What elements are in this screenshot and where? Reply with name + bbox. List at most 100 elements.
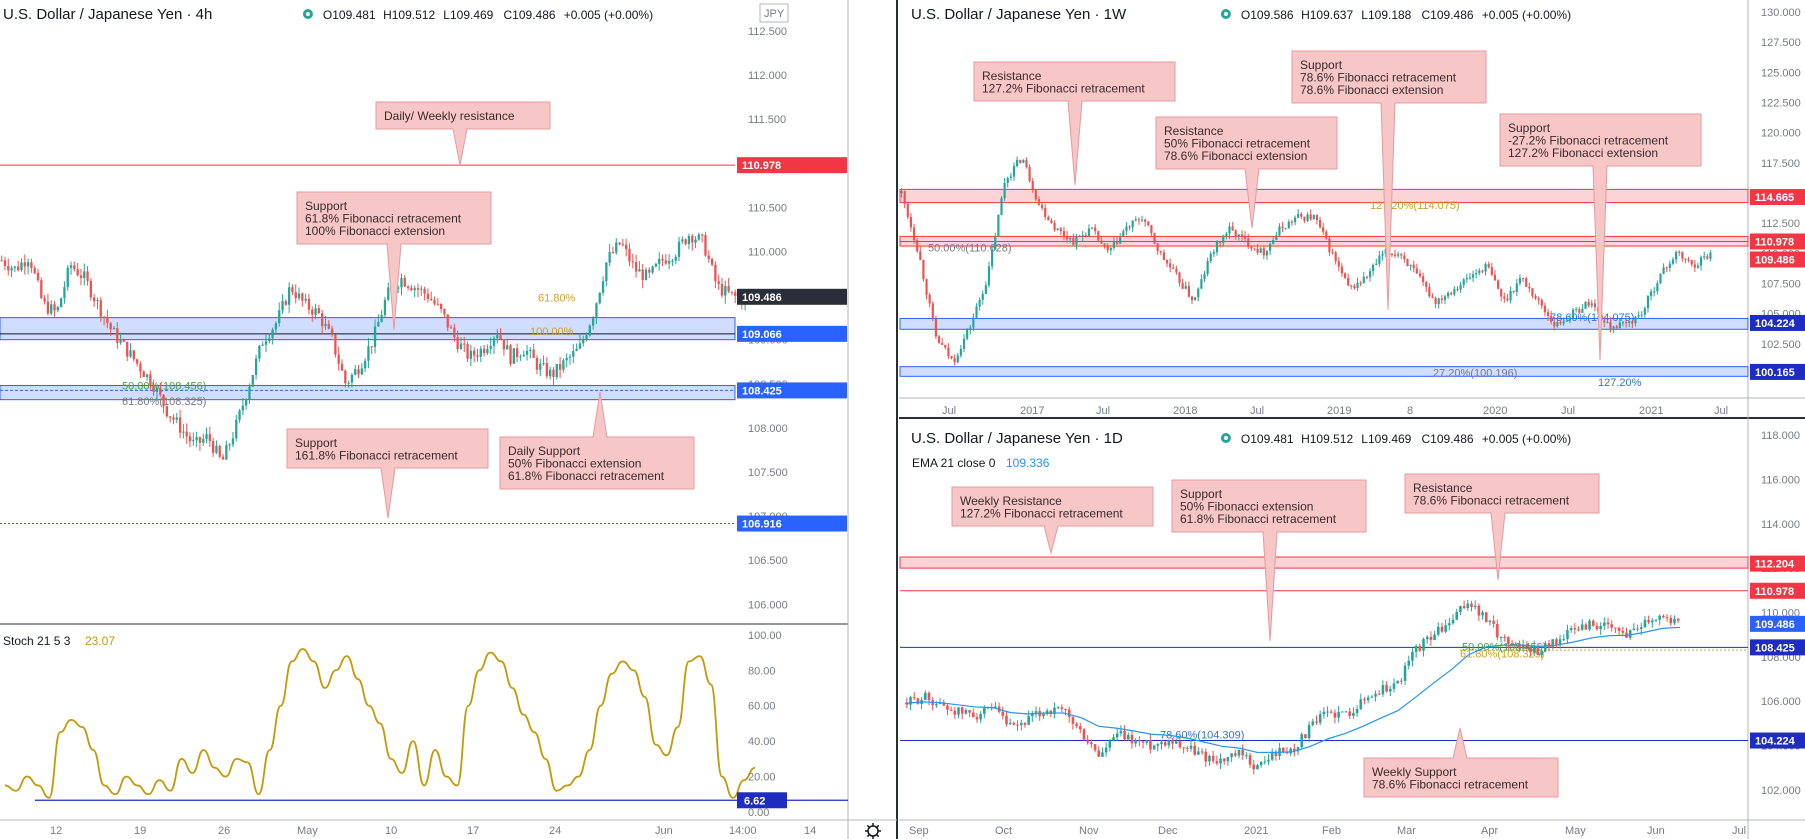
price-tick-label: 0.00 [748, 807, 769, 819]
candle-body [1167, 739, 1171, 746]
candle-body [1008, 723, 1012, 725]
candle-body [1540, 299, 1543, 306]
candle-body [1372, 264, 1375, 272]
price-badge: 104.224 [1755, 318, 1796, 330]
candle-body [1353, 285, 1356, 289]
candle-body [86, 271, 89, 281]
candle-body [1293, 217, 1297, 223]
candle-body [1064, 709, 1067, 711]
candle-body [1134, 219, 1137, 221]
candle-body [658, 259, 661, 264]
candle-body [93, 297, 96, 302]
candle-body [1484, 264, 1487, 272]
candle-body [1706, 256, 1709, 259]
candle-body [499, 335, 502, 340]
time-tick-label: 14:00 [729, 825, 757, 837]
candle-body [909, 697, 912, 705]
candle-body [1397, 254, 1400, 256]
candle-body [525, 350, 529, 355]
candle-body [1341, 711, 1344, 713]
candle-body [651, 266, 654, 273]
candle-body [674, 256, 677, 261]
candle-body [1178, 741, 1182, 748]
candle-body [1546, 312, 1550, 316]
price-badge-bg [1750, 233, 1805, 250]
candle-body [1584, 301, 1587, 309]
candle-body [69, 265, 73, 268]
candle-body [1662, 267, 1665, 274]
candle-body [1237, 749, 1241, 756]
candle-body [535, 357, 539, 370]
callout-line: 127.2% Fibonacci retracement [982, 82, 1145, 96]
candle-body [697, 234, 701, 240]
stoch-title: Stoch 21 5 3 [3, 634, 71, 648]
candle-body [1646, 295, 1650, 309]
time-tick-label: 12 [50, 825, 62, 837]
candle-body [618, 242, 621, 245]
candle-body [1290, 221, 1294, 223]
candle-body [1591, 620, 1595, 626]
candle-body [119, 339, 122, 343]
candle-body [909, 216, 913, 228]
candle-body [681, 239, 684, 242]
candle-body [1437, 298, 1440, 305]
candle-body [1436, 626, 1440, 635]
callout-box [1363, 727, 1559, 798]
candle-body [1109, 247, 1112, 251]
callout-line: Resistance [1164, 124, 1224, 138]
candle-body [1156, 744, 1160, 746]
chart-header: U.S. Dollar / Japanese Yen · 1D O109.481 H… [911, 430, 1571, 447]
candle-body [900, 191, 903, 193]
candle-body [13, 266, 17, 268]
candle-body [1658, 615, 1661, 620]
candle-body [1211, 755, 1215, 762]
candle-body [565, 357, 568, 361]
price-badge-bg [737, 325, 847, 342]
ohlc-low: L109.188 [1361, 8, 1411, 22]
candle-body [1086, 739, 1089, 743]
candle-body [294, 292, 297, 299]
candle-body [1653, 291, 1656, 293]
candle-body [1588, 620, 1591, 630]
candle-body [1226, 757, 1230, 762]
candle-body [532, 349, 535, 358]
candle-body [1569, 628, 1573, 631]
candle-body [453, 327, 456, 338]
candle-body [413, 288, 416, 291]
candle-body [1393, 254, 1397, 256]
candle-body [1253, 248, 1256, 250]
candle-body [684, 239, 687, 245]
candle-body [321, 313, 324, 327]
candle-body [330, 328, 334, 335]
candle-body [975, 717, 979, 720]
candle-body [89, 280, 93, 298]
candle-body [1356, 282, 1359, 289]
ohlc-open: O109.481 [1241, 432, 1294, 446]
candles [0, 231, 760, 460]
candle-body [149, 374, 152, 386]
candle-body [1331, 252, 1334, 254]
candle-body [1676, 618, 1680, 621]
time-tick-label: 10 [385, 825, 397, 837]
candle-body [949, 709, 953, 711]
candle-body [1654, 619, 1658, 621]
candle-body [1003, 182, 1006, 199]
candle-body [235, 419, 238, 439]
candle-body [1617, 627, 1621, 631]
candle-body [1247, 238, 1250, 247]
candle-body [946, 705, 949, 710]
candle-body [1612, 326, 1615, 329]
candle-body [112, 328, 116, 330]
candle-body [63, 287, 66, 299]
candle-body [1265, 250, 1269, 256]
candle-body [1281, 226, 1284, 229]
time-tick-label: May [297, 825, 318, 837]
candle-body [1234, 753, 1237, 756]
candle-body [1300, 734, 1304, 748]
price-badge: 110.978 [1755, 586, 1794, 598]
candle-body [1450, 292, 1453, 295]
candle-body [903, 191, 906, 204]
candle-body [1009, 176, 1012, 178]
candle-body [1440, 298, 1443, 300]
